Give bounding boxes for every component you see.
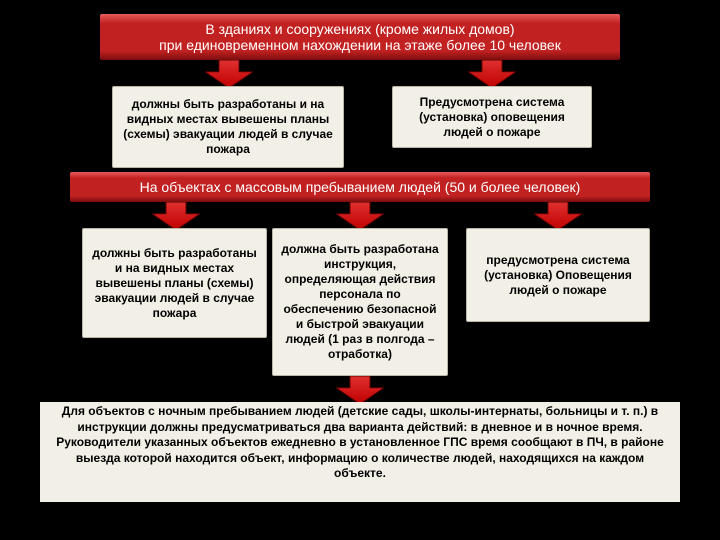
box-mid-0: должны быть разработаны и на видных мест… (82, 228, 267, 338)
header2-line1: На объектах с массовым пребыванием людей… (78, 179, 642, 195)
box-mid-2: предусмотрена система (установка) Оповещ… (466, 228, 650, 322)
footer-block: Для объектов с ночным пребыванием людей … (40, 402, 680, 502)
box-mid-2-text: предусмотрена система (установка) Оповещ… (473, 253, 643, 298)
footer-text: Для объектов с ночным пребыванием людей … (56, 404, 664, 480)
box-mid-1-text: должна быть разработана инструкция, опре… (279, 242, 441, 362)
arrow-mid-2 (534, 202, 582, 230)
arrow-mid-1 (336, 202, 384, 230)
box-mid-0-text: должны быть разработаны и на видных мест… (89, 246, 260, 321)
box-mid-1: должна быть разработана инструкция, опре… (272, 228, 448, 376)
header1-line1: В зданиях и сооружениях (кроме жилых дом… (108, 21, 612, 37)
arrow-mid-0 (152, 202, 200, 230)
header1-line2: при единовременном нахождении на этаже б… (108, 37, 612, 53)
header-bar-1: В зданиях и сооружениях (кроме жилых дом… (100, 14, 620, 60)
arrow-top-0 (205, 60, 253, 88)
arrow-bottom (336, 376, 384, 404)
box-top-1-text: Предусмотрена система (установка) оповещ… (399, 95, 585, 140)
box-top-1: Предусмотрена система (установка) оповещ… (392, 86, 592, 148)
header-bar-2: На объектах с массовым пребыванием людей… (70, 172, 650, 202)
arrow-top-1 (468, 60, 516, 88)
box-top-0-text: должны быть разработаны и на видных мест… (119, 97, 337, 157)
diagram-canvas: В зданиях и сооружениях (кроме жилых дом… (0, 0, 720, 540)
box-top-0: должны быть разработаны и на видных мест… (112, 86, 344, 168)
